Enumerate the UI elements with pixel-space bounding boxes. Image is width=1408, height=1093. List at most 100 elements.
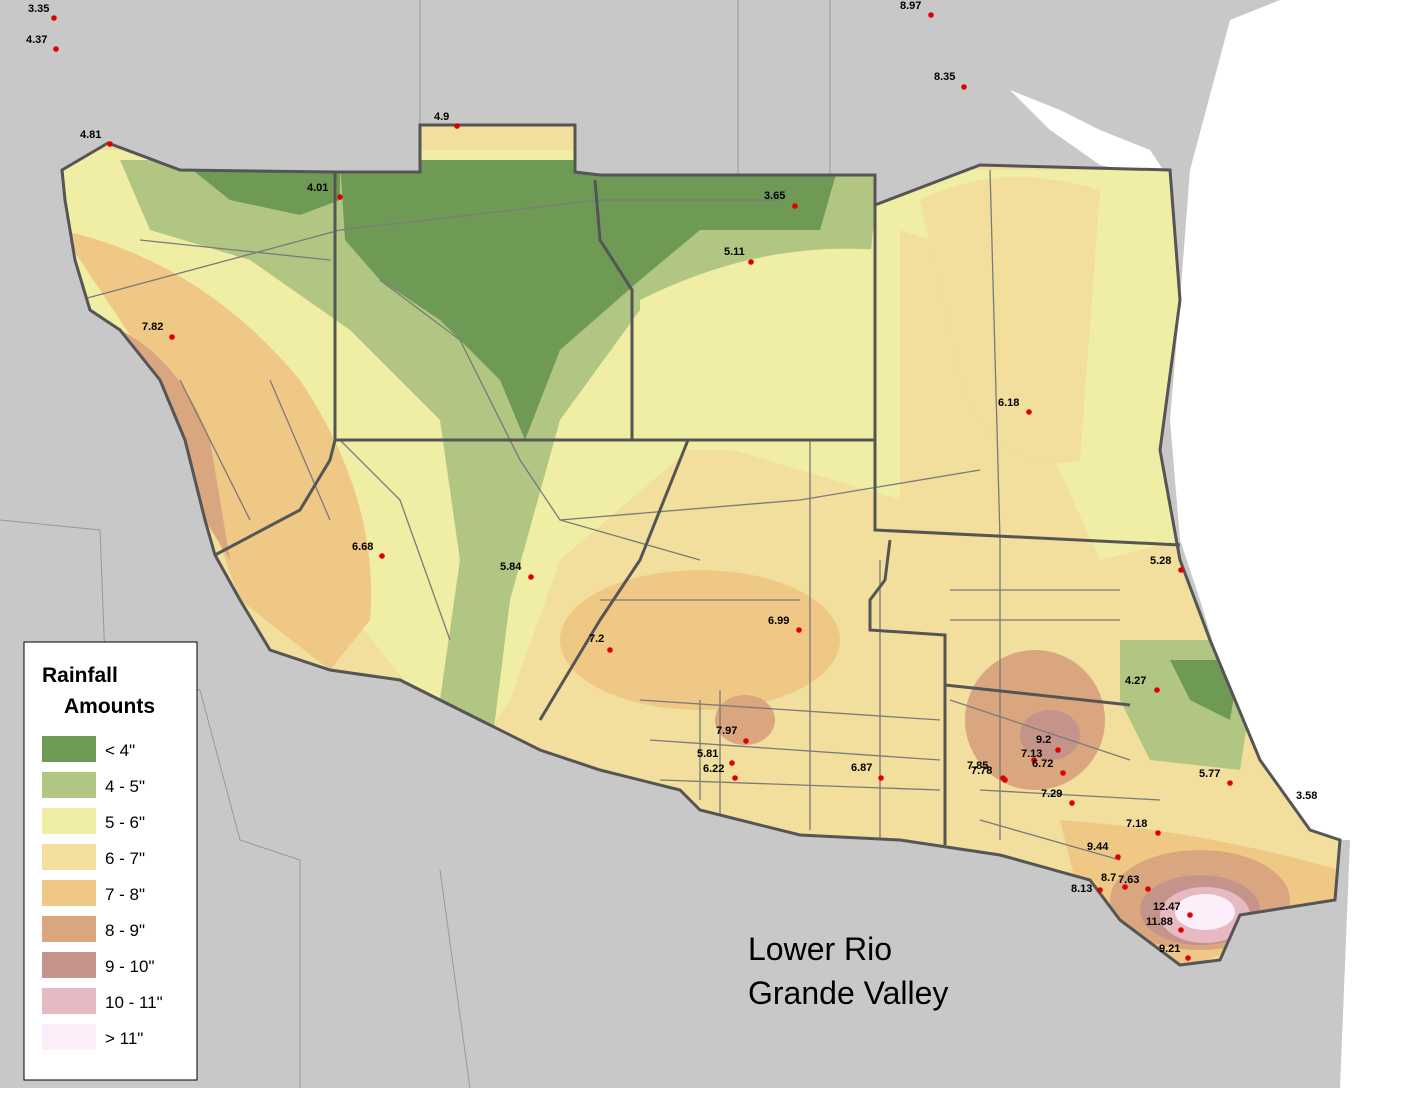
station-dot	[337, 194, 343, 200]
station-value: 7.78	[971, 765, 992, 777]
legend-label: 10 - 11"	[105, 993, 163, 1012]
bay-water	[1010, 90, 1170, 180]
legend-swatch	[42, 952, 96, 978]
station-value: 7.29	[1041, 788, 1062, 800]
legend-items: < 4" 4 - 5" 5 - 6" 6 - 7" 7 - 8" 8 - 9" 9 - 10…	[42, 736, 163, 1050]
station-dot	[1031, 757, 1037, 763]
station-dot	[1227, 780, 1233, 786]
legend-swatch	[42, 880, 96, 906]
station-value: 9.21	[1159, 943, 1180, 955]
station-dot	[53, 46, 59, 52]
station-value: 8.97	[900, 0, 921, 12]
station-value: 5.77	[1199, 768, 1220, 780]
station-value: 7.97	[716, 725, 737, 737]
station-dot	[792, 203, 798, 209]
legend-label: 6 - 7"	[105, 849, 145, 868]
station-value: 4.27	[1125, 675, 1146, 687]
legend-label: 5 - 6"	[105, 813, 145, 832]
legend-label: 7 - 8"	[105, 885, 145, 904]
station-value: 12.47	[1153, 901, 1181, 913]
station-value: 7.13	[1021, 748, 1042, 760]
legend-label: > 11"	[105, 1029, 143, 1048]
map-title: Grande Valley	[748, 975, 948, 1011]
station-value: 6.18	[998, 397, 1019, 409]
station-value: 9.44	[1087, 841, 1109, 853]
legend-label: 9 - 10"	[105, 957, 155, 976]
station-dot	[1060, 770, 1066, 776]
station-dot	[1122, 884, 1128, 890]
station-dot	[1002, 777, 1008, 783]
station-value: 5.81	[697, 748, 718, 760]
station-dot	[1178, 567, 1184, 573]
station-dot	[1155, 830, 1161, 836]
station-value: 4.01	[307, 182, 328, 194]
station-value: 8.7	[1101, 872, 1116, 884]
station-value: 5.84	[500, 561, 522, 573]
station-value: 3.58	[1296, 790, 1317, 802]
station-value: 8.13	[1071, 883, 1092, 895]
station-value: 8.35	[934, 71, 955, 83]
stations: 3.35 4.37 4.81 4.9 4.01 3.65 5.11 8.97 8.35 7.82 6…	[26, 0, 1317, 961]
station-dot	[1185, 955, 1191, 961]
map-title: Lower Rio	[748, 931, 892, 967]
station-dot	[1178, 927, 1184, 933]
station-value: 9.2	[1036, 734, 1051, 746]
station-value: 5.28	[1150, 555, 1171, 567]
station-value: 4.81	[80, 129, 101, 141]
station-value: 6.72	[1032, 758, 1053, 770]
station-value: 7.82	[142, 321, 163, 333]
station-dot	[454, 123, 460, 129]
station-dot	[748, 259, 754, 265]
station-dot	[732, 775, 738, 781]
station-value: 7.85	[967, 760, 988, 772]
legend-label: 4 - 5"	[105, 777, 145, 796]
station-value: 11.88	[1146, 916, 1173, 928]
station-dot	[1115, 854, 1121, 860]
legend-swatch	[42, 736, 96, 762]
county-boundaries	[60, 123, 1342, 967]
station-value: 6.22	[703, 763, 724, 775]
station-value: 7.2	[589, 633, 604, 645]
station-value: 3.65	[764, 190, 785, 202]
station-dot	[51, 15, 57, 21]
station-dot	[107, 141, 113, 147]
station-dot	[1069, 800, 1075, 806]
station-dot	[961, 84, 967, 90]
station-dot	[796, 627, 802, 633]
station-dot	[729, 760, 735, 766]
station-dot	[1187, 912, 1193, 918]
legend-title: Rainfall	[42, 664, 118, 687]
legend-label: < 4"	[105, 741, 135, 760]
station-value: 6.68	[352, 541, 373, 553]
station-value: 4.9	[434, 111, 449, 123]
station-value: 7.63	[1118, 874, 1139, 886]
station-dot	[1026, 409, 1032, 415]
station-value: 5.11	[724, 246, 745, 258]
legend-title: Amounts	[64, 695, 155, 718]
station-dot	[928, 12, 934, 18]
station-dot	[1145, 886, 1151, 892]
station-dot	[743, 738, 749, 744]
station-dot	[379, 553, 385, 559]
station-value: 4.37	[26, 34, 47, 46]
station-value: 6.87	[851, 762, 872, 774]
gulf-water	[1170, 0, 1408, 1088]
station-value: 3.35	[28, 3, 49, 15]
legend-swatch	[42, 808, 96, 834]
legend-swatch	[42, 916, 96, 942]
station-value: 6.99	[768, 615, 789, 627]
station-value: 7.18	[1126, 818, 1147, 830]
legend-label: 8 - 9"	[105, 921, 145, 940]
legend-swatch	[42, 772, 96, 798]
station-dot	[878, 775, 884, 781]
station-dot	[1097, 887, 1103, 893]
station-dot	[528, 574, 534, 580]
legend-swatch	[42, 844, 96, 870]
station-dot	[607, 647, 613, 653]
station-dot	[1154, 687, 1160, 693]
station-dot	[1055, 747, 1061, 753]
station-dot	[169, 334, 175, 340]
legend-swatch	[42, 1024, 96, 1050]
county-lines-outer	[0, 0, 831, 1089]
